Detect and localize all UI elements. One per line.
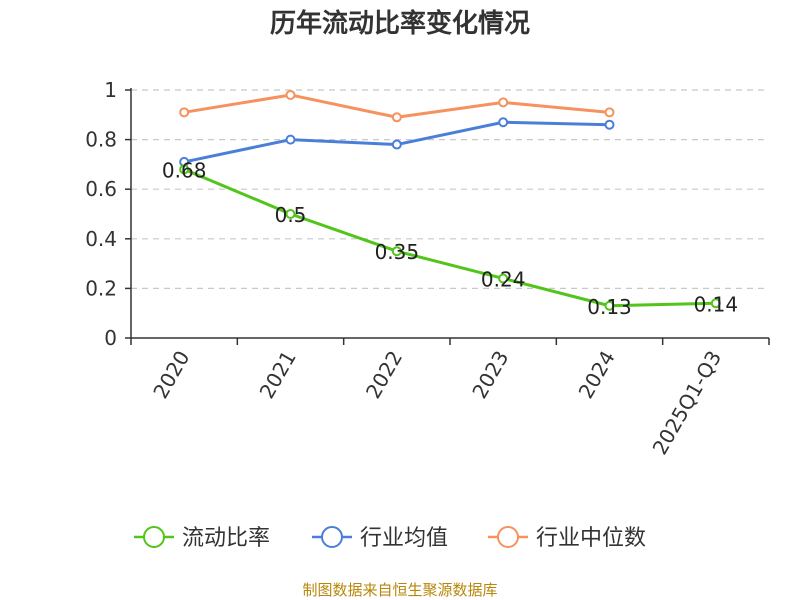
legend-item-3[interactable]: 行业中位数 [488,526,646,551]
legend-item-1[interactable]: 流动比率 [134,526,270,551]
data-point [285,89,296,100]
x-tick-label: 2021 [255,347,301,403]
data-point [604,107,615,118]
y-tick-label: 1 [104,78,117,102]
y-tick-label: 0 [104,326,117,350]
y-tick-label: 0.8 [85,128,117,152]
legend-label: 流动比率 [182,526,270,551]
data-label: 0.13 [587,295,632,319]
chart-title: 历年流动比率变化情况 [270,8,530,39]
y-tick-label: 0.2 [85,276,117,300]
x-tick-label: 2024 [574,347,620,403]
series-group [179,89,721,311]
legend-swatch-icon [321,526,343,548]
data-label: 0.24 [481,267,526,291]
data-point [179,107,190,118]
legend-item-2[interactable]: 行业均值 [312,526,448,551]
data-point [391,112,402,123]
data-point [498,97,509,108]
gridlines [131,89,769,289]
legend-label: 行业均值 [360,526,448,551]
legend-label: 行业中位数 [536,526,646,551]
data-label: 0.35 [375,240,420,264]
x-tick-label: 2022 [361,347,407,403]
data-point [285,209,296,219]
axes: 0 0.2 0.4 0.6 0.8 1 2020 2021 2022 2023 2024 2025Q1… [85,78,770,459]
data-labels: 0.68 0.5 0.35 0.24 0.13 0.14 [162,158,738,318]
x-tick-label: 2023 [467,346,513,402]
x-tick-label: 2025Q1-Q3 [647,347,726,459]
source-note: 制图数据来自恒生聚源数据库 [302,581,497,599]
data-point [391,246,402,257]
y-tick-label: 0.6 [85,177,117,201]
data-point [604,119,615,130]
data-point [179,164,190,175]
data-label: 0.14 [694,292,739,316]
data-point [498,273,509,284]
data-point [498,117,509,128]
data-label: 0.68 [162,158,207,182]
x-tick-label: 2020 [148,347,194,403]
series-3 [179,89,615,123]
legend-swatch-icon [143,526,165,548]
data-point [604,300,615,311]
data-point [285,134,296,145]
series-1 [179,164,721,311]
data-point [391,139,402,150]
legend-swatch-icon [497,526,519,548]
y-tick-label: 0.4 [85,227,117,251]
data-label: 0.5 [275,203,307,227]
series-2 [179,117,615,167]
series-line [183,167,716,308]
data-point [710,298,721,309]
legend[interactable]: 流动比率 行业均值 行业中位数 [134,526,646,551]
